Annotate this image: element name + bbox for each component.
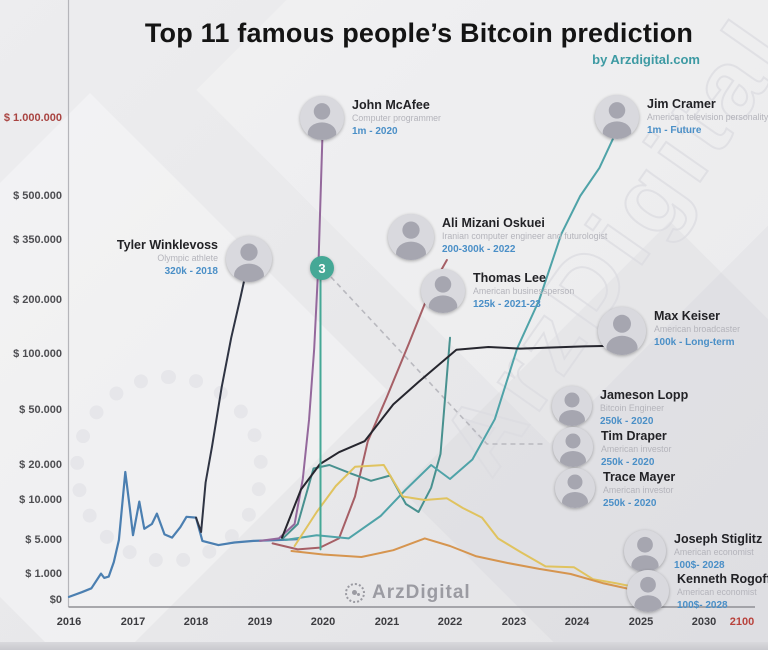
person-prediction: 1m - Future xyxy=(647,124,702,136)
grouped-predictions-badge: 3 xyxy=(310,256,334,280)
person-name: John McAfee xyxy=(352,98,430,112)
jim-cramer-photo xyxy=(595,95,639,139)
page-title: Top 11 famous people’s Bitcoin predictio… xyxy=(144,18,694,48)
person-role: Bitcoin Engineer xyxy=(600,403,665,414)
person-prediction: 1m - 2020 xyxy=(352,125,398,137)
trace-mayer-photo xyxy=(555,468,595,508)
person-prediction: 200-300k - 2022 xyxy=(442,243,516,255)
person-name: Ali Mizani Oskuei xyxy=(442,216,545,230)
line-ali-mizani-oskuei xyxy=(271,259,448,551)
annotation-jameson-lopp: Jameson Lopp Bitcoin Engineer 250k - 2020 xyxy=(552,386,688,428)
thomas-lee-photo xyxy=(421,269,465,313)
annotation-ali-mizani-oskuei: Ali Mizani Oskuei Iranian computer engine… xyxy=(388,214,607,260)
arzdigital-logo: ArzDigital xyxy=(345,582,471,604)
line-btc-price xyxy=(67,470,299,599)
x-tick-label: 2020 xyxy=(310,616,336,628)
john-mcafee-photo xyxy=(300,96,344,140)
y-tick-label: $ 100.000 xyxy=(13,348,62,360)
person-role: American television personality xyxy=(647,112,768,123)
person-prediction: 250k - 2020 xyxy=(603,497,657,509)
person-role: American broadcaster xyxy=(654,324,741,335)
annotation-max-keiser: Max Keiser American broadcaster 100k - Lon… xyxy=(598,307,740,355)
y-tick-label: $ 20.000 xyxy=(19,459,62,471)
bottom-edge xyxy=(0,642,768,650)
x-tick-label: 2023 xyxy=(501,616,527,628)
y-tick-label: $ 1.000 xyxy=(25,568,62,580)
y-tick-label: $ 200.000 xyxy=(13,294,62,306)
tim-draper-photo xyxy=(553,427,593,467)
kenneth-rogoff-photo xyxy=(627,570,669,612)
person-name: Kenneth Rogoff xyxy=(677,572,768,586)
jameson-lopp-photo xyxy=(552,386,592,426)
person-prediction: 250k - 2020 xyxy=(601,456,655,468)
person-name: Tyler Winklevoss xyxy=(116,238,218,252)
x-tick-label: 2019 xyxy=(247,616,273,628)
line-john-mcafee xyxy=(259,117,324,542)
person-role: American economist xyxy=(677,587,757,598)
annotation-trace-mayer: Trace Mayer American investor 250k - 2020 xyxy=(555,468,675,510)
person-prediction: 250k - 2020 xyxy=(600,415,654,427)
annotation-tyler-winklevoss: Tyler Winklevoss Olympic athlete 320k - 20… xyxy=(98,236,272,282)
person-role: Olympic athlete xyxy=(157,253,218,264)
y-tick-label: $ 50.000 xyxy=(19,404,62,416)
line-joseph-stiglitz xyxy=(293,464,636,588)
x-tick-label: 2100 xyxy=(729,616,755,628)
x-tick-label: 2018 xyxy=(183,616,209,628)
person-role: American investor xyxy=(603,485,674,496)
y-tick-label: $ 5.000 xyxy=(25,534,62,546)
person-role: Iranian computer engineer and futurologi… xyxy=(442,231,608,242)
person-role: American businessperson xyxy=(473,286,575,297)
x-tick-label: 2022 xyxy=(437,616,463,628)
annotation-tim-draper: Tim Draper American investor 250k - 2020 xyxy=(553,427,671,469)
x-tick-label: 2030 xyxy=(691,616,717,628)
page-subtitle: by Arzdigital.com xyxy=(592,52,700,67)
line-tyler-winklevoss xyxy=(195,251,252,533)
person-name: Thomas Lee xyxy=(473,271,546,285)
dashed-connector xyxy=(330,276,546,445)
tyler-winklevoss-photo xyxy=(226,236,272,282)
person-prediction: 100k - Long-term xyxy=(654,336,735,348)
annotation-john-mcafee: John McAfee Computer programmer 1m - 2020 xyxy=(300,96,441,140)
person-role: American economist xyxy=(674,547,754,558)
line-jim-cramer xyxy=(284,132,617,541)
annotation-jim-cramer: Jim Cramer American television personalit… xyxy=(595,95,768,139)
y-tick-label: $0 xyxy=(49,594,62,606)
max-keiser-photo xyxy=(598,307,646,355)
person-name: Tim Draper xyxy=(601,429,667,443)
person-name: Jameson Lopp xyxy=(600,388,689,402)
person-prediction: 100$- 2028 xyxy=(677,599,728,611)
x-tick-label: 2024 xyxy=(564,616,590,628)
annotation-thomas-lee: Thomas Lee American businessperson 125k - … xyxy=(421,269,574,313)
joseph-stiglitz-photo xyxy=(624,530,666,572)
person-name: Trace Mayer xyxy=(603,470,676,484)
person-prediction: 125k - 2021-23 xyxy=(473,298,541,310)
x-tick-label: 2025 xyxy=(628,616,654,628)
y-tick-label: $ 350.000 xyxy=(13,234,62,246)
annotation-joseph-stiglitz: Joseph Stiglitz American economist 100$- 2… xyxy=(624,530,762,572)
y-tick-label: $ 1.000.000 xyxy=(3,112,62,124)
x-tick-label: 2017 xyxy=(120,616,146,628)
person-role: Computer programmer xyxy=(352,113,441,124)
person-prediction: 100$- 2028 xyxy=(674,559,725,571)
arzdigital-logo-text: ArzDigital xyxy=(372,582,471,603)
x-tick-label: 2016 xyxy=(56,616,82,628)
person-name: Jim Cramer xyxy=(647,97,716,111)
ali-mizani-oskuei-photo xyxy=(388,214,434,260)
y-tick-label: $ 10.000 xyxy=(19,494,62,506)
person-name: Joseph Stiglitz xyxy=(674,532,763,546)
person-prediction: 320k - 2018 xyxy=(164,265,218,277)
x-tick-label: 2021 xyxy=(374,616,400,628)
arzdigital-logo-icon xyxy=(345,583,365,603)
y-tick-label: $ 500.000 xyxy=(13,190,62,202)
annotation-kenneth-rogoff: Kenneth Rogoff American economist 100$- 20… xyxy=(627,570,768,612)
person-name: Max Keiser xyxy=(654,309,721,323)
line-kenneth-rogoff xyxy=(290,537,636,592)
person-role: American investor xyxy=(601,444,672,455)
